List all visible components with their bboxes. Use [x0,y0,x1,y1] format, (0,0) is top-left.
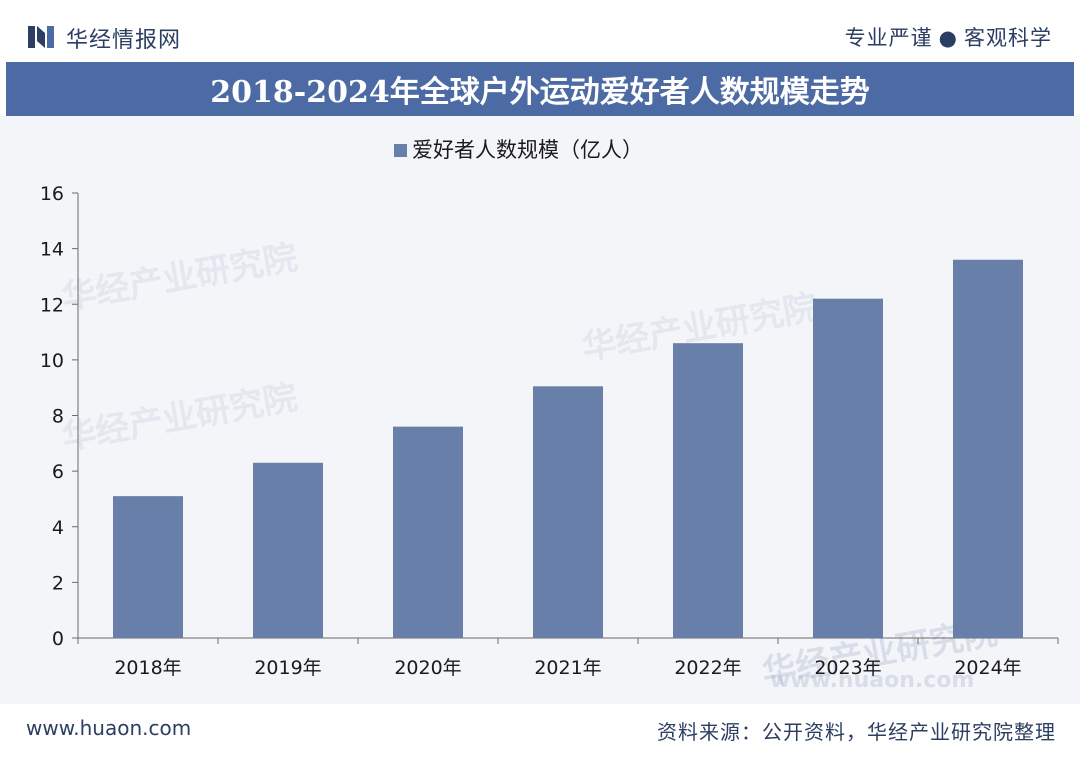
bar-2023年 [813,298,883,638]
bar-2020年 [393,426,463,638]
footer: www.huaon.com 资料来源：公开资料，华经产业研究院整理 [0,704,1080,758]
x-tick-label: 2022年 [674,657,741,679]
brand-name: 华经情报网 [66,28,182,53]
bar-2021年 [533,386,603,638]
x-tick-label: 2023年 [814,657,881,679]
chart-title: 2018-2024年全球户外运动爱好者人数规模走势 [210,75,870,110]
y-tick-label: 14 [40,239,64,261]
bar-chart: 爱好者人数规模（亿人） 0 2 4 6 8 10 12 14 16 2018年 2019年 2020… [40,138,1059,679]
huajing-logo-icon [28,26,54,48]
source-note: 资料来源：公开资料，华经产业研究院整理 [657,720,1056,744]
legend-label: 爱好者人数规模（亿人） [412,138,643,162]
x-tick-label: 2018年 [114,657,181,679]
slogan-left: 专业严谨 [844,26,933,50]
slogan: 专业严谨 ● 客观科学 [845,22,1052,52]
slogan-right: 客观科学 [964,26,1052,50]
x-tick-label: 2019年 [254,657,321,679]
x-axis: 2018年 2019年 2020年 2021年 2022年 2023年 2024年 [77,637,1059,679]
x-tick-label: 2024年 [954,657,1021,679]
y-tick-label: 6 [52,461,64,483]
y-tick-label: 16 [40,183,64,205]
x-tick-label: 2021年 [534,657,601,679]
y-tick-label: 8 [52,406,64,428]
y-tick-label: 2 [52,572,64,594]
bar-2022年 [673,343,743,638]
bar-2018年 [113,496,183,638]
x-tick-label: 2020年 [394,657,461,679]
slogan-dot: ● [938,26,958,50]
y-tick-label: 4 [52,517,64,539]
header: 华经情报网 专业严谨 ● 客观科学 [0,0,1080,62]
y-tick-label: 0 [52,628,64,650]
bars [113,259,1023,638]
title-bar: 2018-2024年全球户外运动爱好者人数规模走势 [6,62,1074,116]
bar-2024年 [953,259,1023,638]
y-tick-label: 10 [40,350,64,372]
y-axis: 0 2 4 6 8 10 12 14 16 [40,183,79,650]
website-link[interactable]: www.huaon.com [26,716,192,740]
y-tick-label: 12 [40,294,64,316]
bar-2019年 [253,462,323,638]
legend-swatch [394,144,407,157]
legend: 爱好者人数规模（亿人） [394,138,643,162]
